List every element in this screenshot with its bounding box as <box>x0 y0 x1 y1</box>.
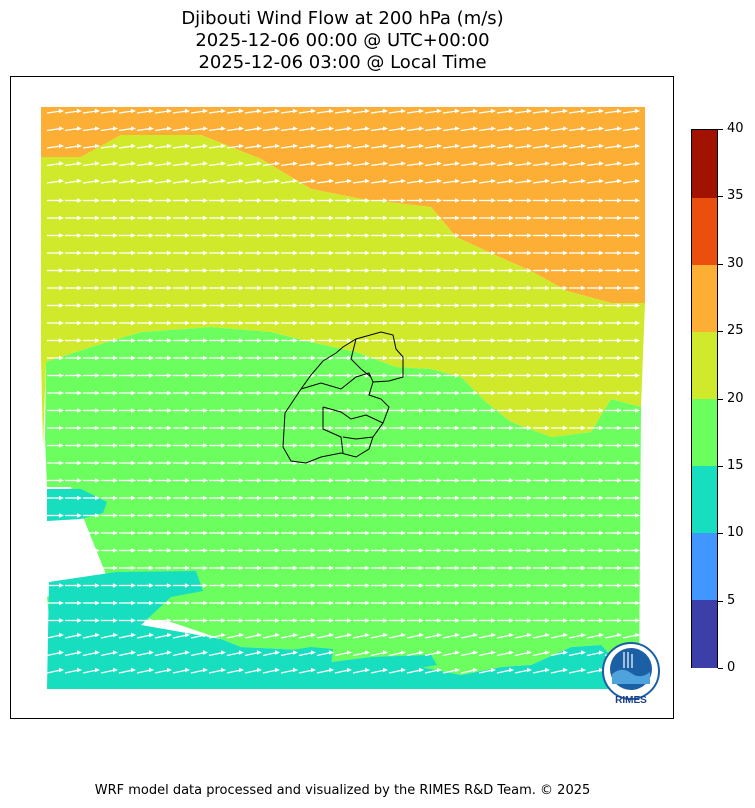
colorbar-tick-label: 30 <box>727 256 744 271</box>
wind-vector-row <box>46 667 640 674</box>
wind-vector-row <box>47 583 640 588</box>
wind-vector-row <box>47 233 640 238</box>
colorbar-tick-mark <box>718 129 723 130</box>
wind-vector-row <box>47 565 640 571</box>
colorbar-tick-label: 0 <box>727 660 736 675</box>
wind-vector-row <box>47 443 640 448</box>
wind-vector-row <box>47 495 640 501</box>
wind-vector-row <box>47 390 640 396</box>
wind-vector-row <box>47 250 640 256</box>
colorbar-tick-label: 5 <box>727 593 736 608</box>
region-border-south <box>322 407 344 454</box>
colorbar-tick-label: 15 <box>727 458 744 473</box>
colorbar-tick-mark <box>718 264 723 265</box>
zone-green <box>45 327 641 692</box>
zone-teal-east <box>371 655 437 671</box>
zone-orange <box>41 107 645 303</box>
wind-vector-row <box>47 320 640 326</box>
colorbar-tick-mark <box>718 601 723 602</box>
wind-vector-row <box>47 478 640 483</box>
colorbar-tick-mark <box>718 399 723 400</box>
map-title-line2: 2025-12-06 00:00 @ UTC+00:00 <box>195 30 490 51</box>
wind-vector-row <box>47 460 640 466</box>
logo-label: RIMES <box>615 695 647 706</box>
wind-vector-row <box>46 143 640 149</box>
wind-vector-row <box>47 600 640 606</box>
wind-vector-row <box>47 268 640 273</box>
colorbar-tick-mark <box>718 331 723 332</box>
wind-vector-row <box>47 215 640 221</box>
wind-vector-row <box>47 425 640 431</box>
wind-speed-fill <box>41 107 645 692</box>
colorbar-tick-mark <box>718 196 723 197</box>
zone-yellowgreen <box>41 135 645 457</box>
colorbar <box>691 129 718 668</box>
wind-vectors <box>46 108 640 674</box>
wind-vector-row <box>46 126 640 132</box>
wind-vector-row <box>46 178 640 184</box>
colorbar-segment <box>692 465 717 534</box>
colorbar-segment <box>692 398 717 467</box>
wind-vector-row <box>47 513 640 518</box>
footer-credit: WRF model data processed and visualized … <box>94 783 591 798</box>
wind-vector-row <box>46 108 640 114</box>
region-border-north <box>350 338 372 378</box>
colorbar-tick-mark <box>718 668 723 669</box>
wind-vector-row <box>47 408 640 413</box>
colorbar-segment <box>692 599 717 668</box>
region-border-tadjourah <box>300 372 374 390</box>
wind-vector-row <box>46 161 640 167</box>
colorbar-tick-label: 20 <box>727 391 744 406</box>
colorbar-segment <box>692 197 717 265</box>
colorbar-tick-label: 10 <box>727 525 744 540</box>
wind-vector-row <box>46 632 640 639</box>
map-panel <box>10 76 674 719</box>
map-title-line1: Djibouti Wind Flow at 200 hPa (m/s) <box>181 8 504 29</box>
wind-vector-row <box>47 303 640 308</box>
map-title-line3: 2025-12-06 03:00 @ Local Time <box>198 52 487 73</box>
colorbar-tick-label: 25 <box>727 323 744 338</box>
wind-map <box>41 107 645 692</box>
wind-vector-row <box>47 355 640 361</box>
colorbar-tick-mark <box>718 466 723 467</box>
wind-vector-row <box>47 338 640 343</box>
wind-vector-row <box>47 530 640 536</box>
colorbar-segment <box>692 264 717 332</box>
wind-vector-row <box>46 650 640 657</box>
country-borders <box>282 331 404 464</box>
wind-vector-row <box>47 548 640 553</box>
zone-teal-west <box>47 489 107 521</box>
colorbar-tick-mark <box>718 533 723 534</box>
wind-vector-row <box>47 285 640 291</box>
region-border-gulf <box>322 406 384 424</box>
colorbar-segment <box>692 331 717 399</box>
wind-vector-row <box>47 618 640 623</box>
colorbar-segment <box>692 532 717 601</box>
rimes-logo: RIMES <box>600 640 662 706</box>
colorbar-tick-label: 35 <box>727 188 744 203</box>
colorbar-segment <box>692 130 717 198</box>
wind-vector-row <box>47 198 640 203</box>
region-border-ali-sabieh <box>342 436 374 440</box>
colorbar-tick-label: 40 <box>727 121 744 136</box>
zone-teal <box>47 571 639 689</box>
